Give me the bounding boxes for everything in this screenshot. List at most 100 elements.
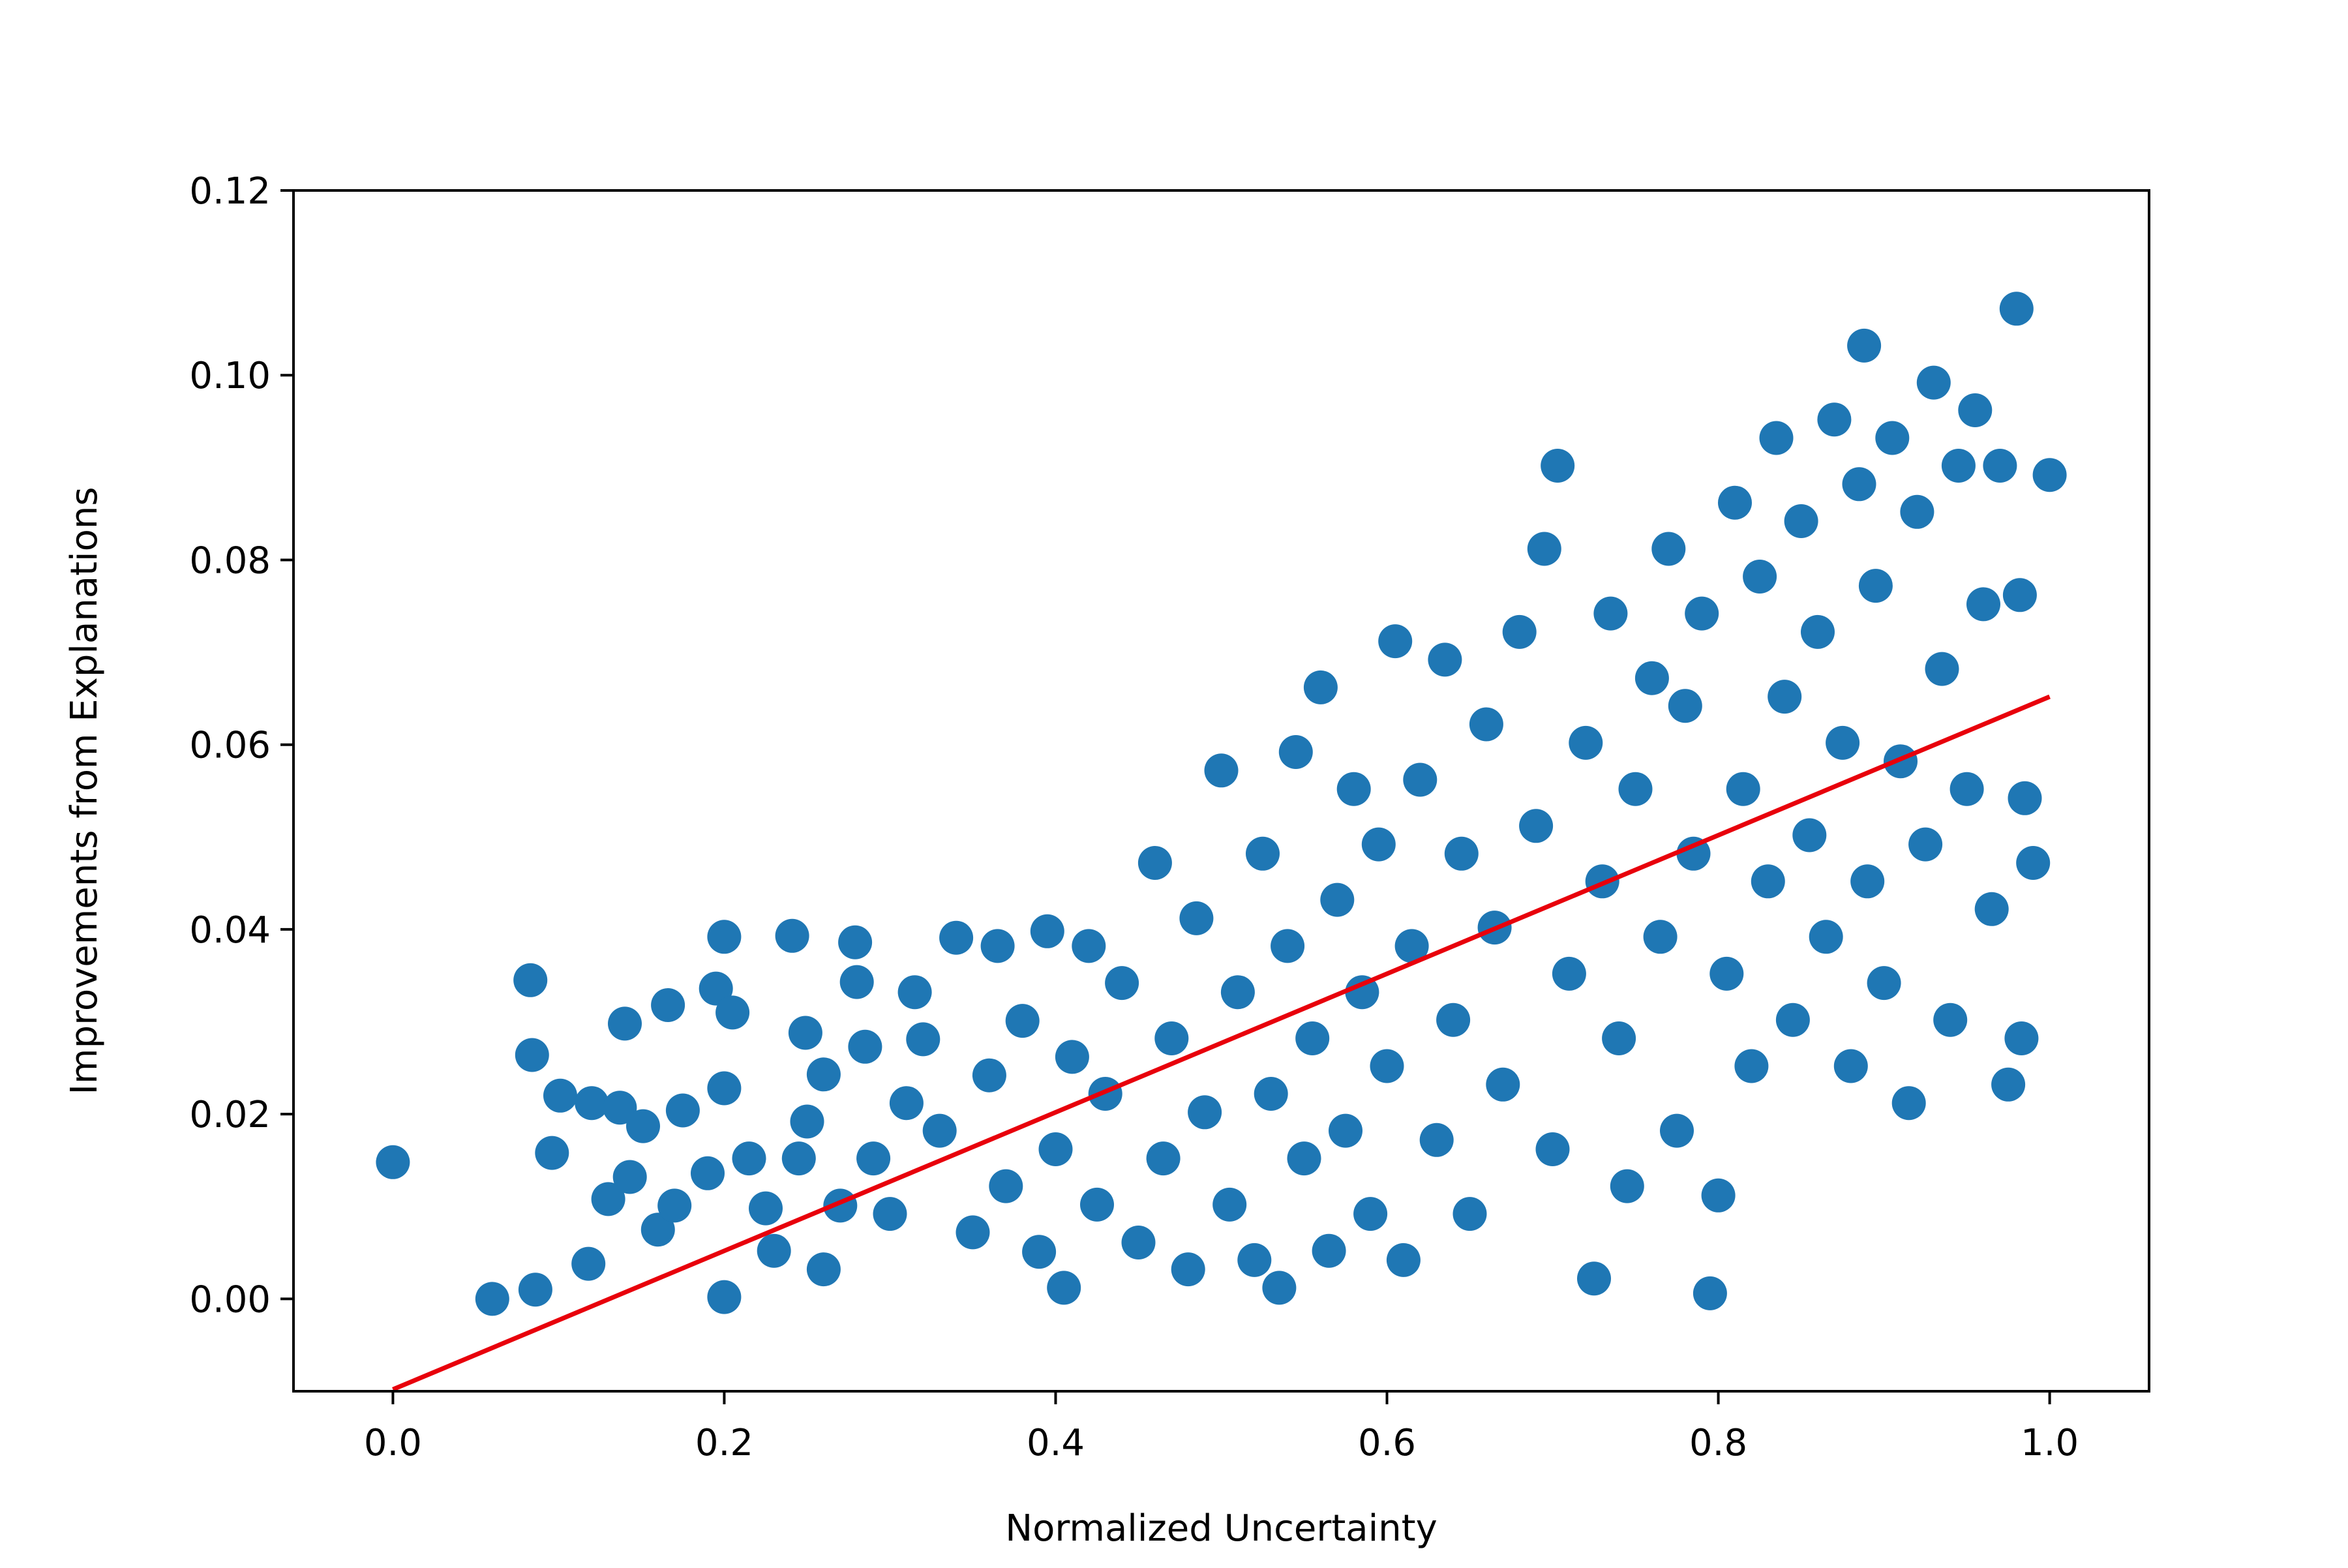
data-point	[1999, 292, 2034, 326]
data-point	[790, 1104, 824, 1139]
data-point	[1983, 449, 2017, 483]
data-point	[1916, 365, 1951, 400]
data-point	[1743, 560, 1777, 594]
data-point	[1072, 929, 1106, 963]
data-point	[1469, 707, 1503, 742]
data-point	[1875, 421, 1910, 455]
data-point	[612, 1160, 647, 1194]
data-point	[1361, 827, 1396, 862]
data-point	[1801, 614, 1835, 649]
data-point	[1278, 735, 1313, 769]
data-point	[626, 1109, 660, 1143]
data-point	[1718, 485, 1752, 520]
data-point	[1858, 569, 1893, 603]
data-point	[2016, 846, 2051, 880]
data-point	[715, 995, 750, 1030]
data-point	[1847, 328, 1882, 363]
data-point	[2032, 458, 2067, 492]
data-point	[1204, 753, 1239, 788]
data-point	[1403, 762, 1437, 797]
data-point	[1958, 393, 1993, 427]
data-point	[2002, 578, 2037, 612]
data-point	[757, 1233, 791, 1268]
data-point	[1320, 882, 1355, 917]
data-point	[513, 963, 548, 997]
y-tick-label: 0.04	[189, 909, 271, 952]
data-point	[707, 1071, 742, 1106]
fit-line	[392, 694, 2051, 1392]
data-point	[1933, 1003, 1968, 1037]
data-point	[1038, 1132, 1073, 1166]
data-point	[603, 1091, 637, 1125]
data-point	[897, 975, 932, 1010]
data-point	[1394, 929, 1429, 963]
data-point	[1436, 1003, 1471, 1037]
data-point	[839, 965, 874, 999]
x-tick-label: 1.0	[2021, 1422, 2079, 1464]
data-point	[856, 1141, 891, 1176]
data-point	[1188, 1095, 1222, 1130]
data-point	[1055, 1040, 1089, 1074]
y-tick-label: 0.12	[189, 170, 271, 213]
data-point	[1775, 1003, 1810, 1037]
data-point	[1784, 504, 1818, 538]
y-tick-label: 0.10	[189, 355, 271, 397]
points-layer	[376, 292, 2067, 1316]
data-point	[1246, 836, 1280, 871]
y-axis-label: Improvements from Explanations	[63, 487, 106, 1094]
data-point	[1444, 836, 1479, 871]
data-point	[1643, 920, 1678, 954]
data-point	[1287, 1141, 1321, 1176]
data-point	[1634, 661, 1669, 695]
data-point	[1137, 846, 1172, 880]
data-point	[1237, 1243, 1272, 1277]
y-tick-label: 0.02	[189, 1094, 271, 1136]
data-point	[608, 1006, 642, 1041]
data-point	[657, 1188, 692, 1223]
data-point	[1693, 1276, 1727, 1310]
y-tick-label: 0.06	[189, 725, 271, 767]
y-tick-label: 0.00	[189, 1278, 271, 1321]
data-point	[2004, 1021, 2039, 1055]
data-point	[1900, 494, 1934, 529]
data-point	[1867, 966, 1901, 1001]
data-point	[1751, 864, 1785, 899]
data-point	[1303, 670, 1338, 704]
data-point	[1660, 1113, 1694, 1148]
data-point	[1519, 809, 1554, 843]
plot-frame	[292, 189, 2150, 1393]
data-point	[1262, 1271, 1297, 1305]
x-axis-label: Normalized Uncertainty	[1005, 1507, 1437, 1550]
data-point	[775, 918, 809, 953]
data-point	[475, 1282, 509, 1316]
data-point	[788, 1016, 822, 1050]
data-point	[980, 929, 1015, 963]
data-point	[1925, 652, 1959, 686]
data-point	[1593, 596, 1628, 631]
data-point	[1179, 901, 1214, 935]
data-point	[1386, 1243, 1421, 1277]
data-point	[665, 1093, 700, 1128]
data-point	[1527, 532, 1561, 566]
data-point	[1220, 975, 1255, 1010]
data-point	[989, 1169, 1023, 1203]
data-point	[1817, 402, 1852, 437]
data-point	[707, 920, 742, 954]
data-point	[1891, 1086, 1926, 1121]
data-point	[1370, 1049, 1404, 1083]
data-point	[1378, 624, 1413, 659]
data-point	[1908, 827, 1943, 862]
y-tick-label: 0.08	[189, 539, 271, 582]
data-point	[1676, 836, 1711, 871]
data-point	[376, 1145, 410, 1179]
data-point	[1080, 1187, 1114, 1222]
data-point	[1154, 1021, 1189, 1055]
data-point	[2008, 781, 2042, 815]
data-point	[1701, 1178, 1736, 1213]
data-point	[1651, 532, 1686, 566]
data-point	[1030, 914, 1064, 948]
data-point	[575, 1086, 609, 1121]
